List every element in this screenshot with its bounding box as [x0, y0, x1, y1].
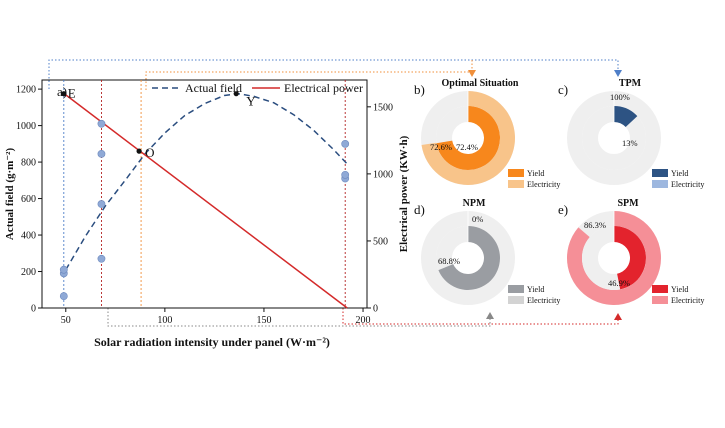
legend-swatch-electricity — [652, 180, 668, 188]
scatter-point — [97, 254, 106, 263]
donut-title: Optimal Situation — [442, 78, 519, 89]
y-tick-label: 600 — [21, 194, 36, 205]
y-axis-label-right: Electrical power (KW·h) — [398, 135, 410, 252]
series-line-actual-field — [65, 92, 348, 271]
donut-panel-e: e) SPM 86.3% 46.9% Yield Electricity — [558, 198, 704, 305]
panel-label: c) — [558, 82, 568, 97]
connectors — [48, 59, 622, 327]
legend-swatch-yield — [652, 285, 668, 293]
legend-label-electricity: Electricity — [671, 296, 704, 305]
y-tick-label: 400 — [21, 231, 36, 242]
y-right-tick-label: 1500 — [373, 102, 393, 113]
annotation-point — [233, 91, 239, 97]
blue-arrow-icon — [614, 70, 622, 77]
ring-segment-electricity — [421, 91, 515, 185]
legend-label-yield: Yield — [527, 169, 544, 178]
annotation-label: O — [145, 145, 154, 160]
scatter-point — [59, 292, 68, 301]
scatter-point — [97, 149, 106, 158]
scatter-point — [97, 200, 106, 208]
legend-label-electricity: Electricity — [527, 180, 560, 189]
ring-value-label-electricity: 72.6% — [430, 142, 452, 152]
scatter-point — [59, 265, 68, 274]
scatter-points — [59, 119, 350, 301]
scatter-point — [341, 170, 350, 179]
donut-panels: b) Optimal Situation 72.6% 72.4% Yield Electr… — [414, 78, 704, 305]
legend-label-electricity: Electricity — [671, 180, 704, 189]
x-tick-label: 100 — [157, 315, 172, 326]
legend-swatch-yield — [508, 169, 524, 177]
y-ticks-right: 0 500 1000 1500 — [367, 102, 393, 315]
plot-frame — [41, 79, 368, 309]
red-arrow-icon — [614, 313, 622, 320]
donut-panel-b: b) Optimal Situation 72.6% 72.4% Yield Electr… — [414, 78, 560, 189]
ring-value-label-yield: 46.9% — [608, 278, 630, 288]
donut-title: SPM — [617, 198, 639, 209]
panel-label: d) — [414, 202, 425, 217]
ring-segment-yield — [436, 106, 501, 170]
y-tick-label: 200 — [21, 267, 36, 278]
annotations: E O Y — [61, 86, 256, 160]
x-tick-label: 50 — [61, 315, 71, 326]
series-line-electrical-power — [63, 92, 348, 309]
donut-panel-d: d) NPM 0% 68.8% Yield Electricity — [414, 198, 560, 305]
legend-label-electricity: Electricity — [527, 296, 560, 305]
annotation-point — [136, 148, 142, 154]
legend-label-yield: Yield — [527, 285, 544, 294]
y-tick-label: 1000 — [16, 121, 36, 132]
y-axis-label: Actual field (g·m⁻²) — [4, 148, 16, 241]
panel-label: b) — [414, 82, 425, 97]
legend-label-yield: Yield — [671, 285, 688, 294]
y-right-tick-label: 1000 — [373, 169, 393, 180]
legend-label-yield: Yield — [671, 169, 688, 178]
y-tick-label: 800 — [21, 158, 36, 169]
ring-segment-yield — [614, 226, 646, 290]
legend-label-actual-field: Actual field — [185, 81, 242, 95]
y-right-tick-label: 500 — [373, 236, 388, 247]
annotation-label: Y — [246, 94, 256, 109]
y-right-tick-label: 0 — [373, 304, 378, 315]
panel-label: e) — [558, 202, 568, 217]
legend-swatch-electricity — [508, 296, 524, 304]
y-ticks: 0 200 400 600 800 1000 1200 — [16, 85, 42, 315]
scatter-point — [341, 139, 350, 148]
legend-swatch-electricity — [652, 296, 668, 304]
ring-value-label-yield: 68.8% — [438, 256, 460, 266]
ring-segment-electricity — [566, 211, 661, 305]
orange-arrow-icon — [468, 70, 476, 77]
ring-value-label-electricity: 86.3% — [584, 220, 606, 230]
legend-swatch-yield — [652, 169, 668, 177]
legend-swatch-electricity — [508, 180, 524, 188]
series-group — [63, 92, 348, 309]
ring-value-label-yield: 13% — [622, 138, 638, 148]
y-tick-label: 0 — [31, 304, 36, 315]
ring-value-label-yield: 72.4% — [456, 142, 478, 152]
ring-segment-yield — [438, 226, 501, 290]
ring-value-label-electricity: 100% — [610, 92, 630, 102]
x-ticks: 50 100 150 200 — [61, 308, 371, 326]
legend-label-electrical-power: Electrical power — [284, 81, 363, 95]
x-tick-label: 150 — [256, 315, 271, 326]
panel-label-a: a) — [57, 84, 67, 99]
annotation-label: E — [68, 86, 76, 101]
x-tick-label: 200 — [356, 315, 371, 326]
scatter-point — [97, 119, 106, 128]
donut-title: TPM — [619, 78, 642, 89]
ring-segment-yield — [614, 106, 638, 128]
legend-swatch-yield — [508, 285, 524, 293]
annotation-point — [61, 91, 67, 97]
legend: Actual field Electrical power — [152, 81, 363, 95]
ring-value-label-electricity: 0% — [472, 214, 483, 224]
x-axis-label: Solar radiation intensity under panel (W… — [94, 335, 330, 349]
gray-arrow-icon — [486, 312, 494, 319]
y-tick-label: 1200 — [16, 85, 36, 96]
donut-panel-c: c) TPM 100% 13% Yield Electricity — [558, 78, 704, 189]
donut-title: NPM — [463, 198, 486, 209]
